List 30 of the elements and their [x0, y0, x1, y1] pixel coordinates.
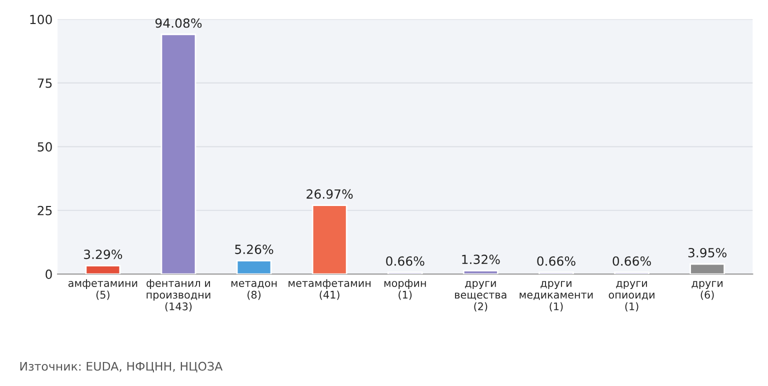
y-tick-label: 0 [46, 270, 52, 279]
x-tick-label: други (6) [692, 281, 722, 300]
data-label: 0.66% [612, 256, 651, 266]
data-label: 26.97% [306, 189, 353, 199]
x-tick-label: метамфетамин (41) [288, 279, 371, 300]
y-tick-label: 75 [38, 78, 52, 88]
y-tick-label: 25 [38, 206, 52, 216]
x-tick-label: други медикаменти (1) [520, 281, 593, 312]
y-tick-label: 100 [30, 14, 52, 24]
data-label: 1.32% [462, 254, 500, 264]
y-tick-label: 50 [38, 142, 52, 152]
x-tick-label: фентанил и производни (143) [146, 279, 210, 312]
data-label: 94.08% [155, 18, 202, 28]
data-label: 0.66% [386, 256, 424, 266]
data-label: 3.29% [84, 250, 122, 260]
data-label: 5.26% [235, 244, 274, 254]
text: Източник: EUDA, НФЦНН, НЦОЗА [20, 362, 223, 372]
x-tick-label: метадон (8) [231, 281, 277, 300]
x-tick-label: други опиоиди (1) [608, 281, 654, 312]
data-label: 3.95% [688, 248, 726, 258]
bar [690, 263, 726, 274]
bar [236, 260, 272, 274]
x-tick-label: амфетамини (5) [68, 279, 138, 300]
x-tick-label: морфин (1) [384, 279, 426, 300]
bar [312, 204, 348, 274]
bar [462, 270, 498, 274]
bar [85, 264, 121, 274]
data-label: 0.66% [537, 256, 576, 266]
x-tick-label: други вещества (2) [455, 281, 506, 312]
bar [160, 34, 196, 274]
